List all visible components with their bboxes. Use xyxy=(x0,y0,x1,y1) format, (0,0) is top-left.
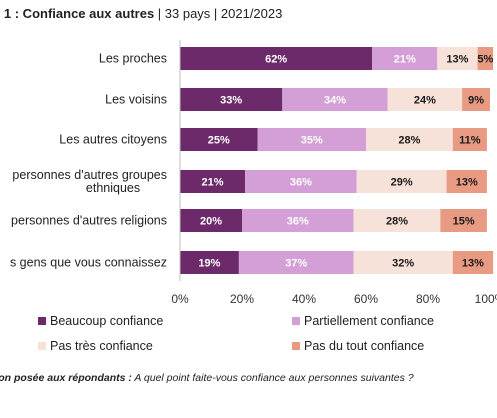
data-label: 37% xyxy=(285,258,307,270)
chart-title-details: | 33 pays | 2021/2023 xyxy=(154,6,283,21)
data-label: 5% xyxy=(477,54,493,66)
data-label: 21% xyxy=(202,177,224,189)
data-label: 29% xyxy=(391,177,413,189)
bar-segment xyxy=(372,47,438,70)
data-label: 15% xyxy=(453,216,475,228)
bar-segment xyxy=(180,209,242,232)
category-label: Les proches xyxy=(99,52,167,66)
legend-swatch xyxy=(292,317,300,325)
data-label: 62% xyxy=(265,54,287,66)
bar-segment xyxy=(437,47,478,70)
x-tick-label: 100% xyxy=(475,292,497,306)
bar-segment xyxy=(180,170,246,193)
x-tick-label: 80% xyxy=(416,292,440,306)
bar-segment xyxy=(180,88,283,111)
legend-label: Pas très confiance xyxy=(50,339,153,353)
data-label: 33% xyxy=(220,95,242,107)
data-label: 36% xyxy=(290,177,312,189)
legend-swatch xyxy=(38,317,46,325)
x-tick-label: 40% xyxy=(292,292,316,306)
bar-segment xyxy=(242,209,354,232)
legend-swatch xyxy=(292,342,300,350)
data-label: 24% xyxy=(414,95,436,107)
bar-segment xyxy=(353,251,453,274)
footnote: ction posée aux répondants : A quel poin… xyxy=(0,372,414,384)
bar-segment xyxy=(282,88,388,111)
data-label: 13% xyxy=(446,54,468,66)
category-label: Les autres citoyens xyxy=(59,133,167,147)
bar-segment xyxy=(366,128,453,151)
data-label: 13% xyxy=(462,258,484,270)
category-label: s gens que vous connaissez xyxy=(10,256,167,270)
bar-segment xyxy=(180,47,373,70)
bar-segment xyxy=(452,251,494,274)
x-tick-label: 20% xyxy=(230,292,254,306)
x-tick-label: 60% xyxy=(354,292,378,306)
data-label: 9% xyxy=(468,95,484,107)
bar-segment xyxy=(257,128,366,151)
data-label: 36% xyxy=(287,216,309,228)
chart-title-bold: re 1 : Confiance aux autres xyxy=(0,6,155,21)
footnote-label: ction posée aux répondants : xyxy=(0,372,132,384)
bar-segment xyxy=(452,128,487,151)
data-label: 20% xyxy=(200,216,222,228)
data-label: 19% xyxy=(198,258,220,270)
category-label: personnes d'autres groupes xyxy=(12,168,167,182)
bar-segment xyxy=(245,170,357,193)
data-label: 13% xyxy=(456,177,478,189)
bar-segment xyxy=(387,88,463,111)
bar-segment xyxy=(180,251,239,274)
bar-segment xyxy=(440,209,487,232)
bar-segment xyxy=(477,47,494,70)
data-label: 34% xyxy=(324,95,346,107)
bar-segment xyxy=(446,170,487,193)
category-label: personnes d'autres religions xyxy=(11,214,167,228)
legend-swatch xyxy=(38,342,46,350)
legend-label: Partiellement confiance xyxy=(304,314,434,328)
category-label: ethniques xyxy=(86,181,140,195)
bar-segment xyxy=(238,251,354,274)
x-tick-label: 0% xyxy=(171,292,189,306)
bar-segment xyxy=(353,209,441,232)
category-label: Les voisins xyxy=(105,93,167,107)
chart-title: re 1 : Confiance aux autres | 33 pays | … xyxy=(0,6,282,21)
data-label: 25% xyxy=(208,135,230,147)
footnote-text: A quel point faite-vous confiance aux pe… xyxy=(131,372,414,384)
bar-segment xyxy=(462,88,490,111)
data-label: 28% xyxy=(386,216,408,228)
data-label: 35% xyxy=(301,135,323,147)
data-label: 21% xyxy=(394,54,416,66)
legend-label: Pas du tout confiance xyxy=(304,339,424,353)
legend-label: Beaucoup confiance xyxy=(50,314,163,328)
data-label: 28% xyxy=(398,135,420,147)
data-label: 11% xyxy=(459,135,481,147)
bar-segment xyxy=(180,128,258,151)
bar-segment xyxy=(356,170,447,193)
data-label: 32% xyxy=(392,258,414,270)
